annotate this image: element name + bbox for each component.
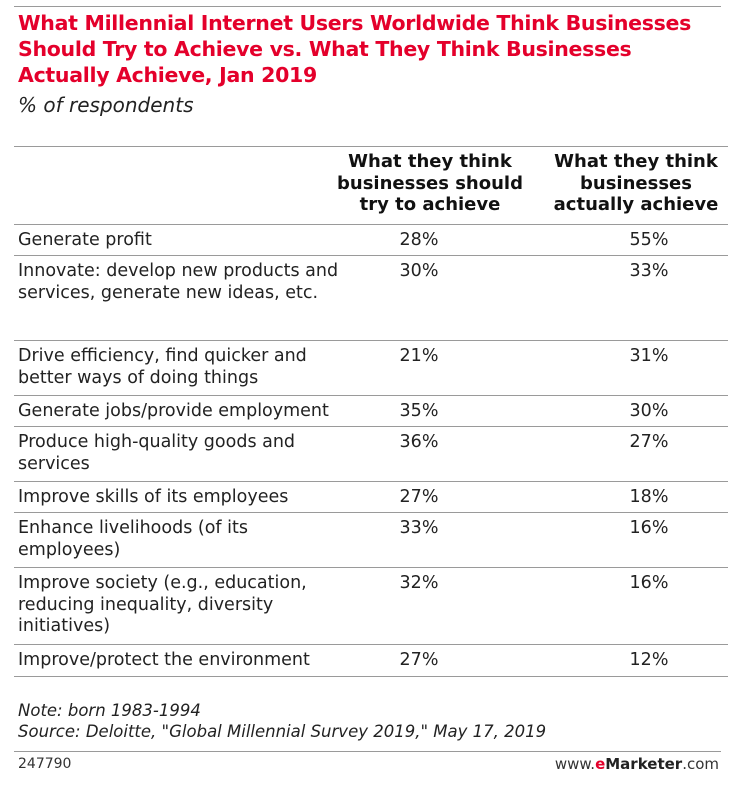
table-row: Generate jobs/provide employment 35% 30% xyxy=(14,396,728,427)
row-label: Produce high-quality goods and services xyxy=(18,432,296,474)
row-label: Drive efficiency, find quicker and bette… xyxy=(18,346,307,388)
logo-prefix: www. xyxy=(554,755,596,773)
row-label: Innovate: develop new products and servi… xyxy=(18,261,339,303)
row-label: Improve skills of its employees xyxy=(18,487,289,507)
table-row: Improve society (e.g., education, reduci… xyxy=(14,568,728,645)
footnote: Note: born 1983-1994 Source: Deloitte, "… xyxy=(18,700,546,742)
value-should-achieve: 21% xyxy=(399,346,439,366)
value-actually-achieve: 31% xyxy=(629,346,669,366)
value-actually-achieve: 33% xyxy=(629,261,669,281)
value-actually-achieve: 16% xyxy=(629,573,669,593)
value-should-achieve: 33% xyxy=(399,518,439,538)
row-label: Generate jobs/provide employment xyxy=(18,401,329,421)
table-row: Drive efficiency, find quicker and bette… xyxy=(14,341,728,396)
column-header-actually-achieve: What they think businesses actually achi… xyxy=(553,151,719,215)
chart-title: What Millennial Internet Users Worldwide… xyxy=(18,11,692,87)
value-should-achieve: 27% xyxy=(399,487,439,507)
table-row: Generate profit 28% 55% xyxy=(14,225,728,256)
value-actually-achieve: 30% xyxy=(629,401,669,421)
value-actually-achieve: 18% xyxy=(629,487,669,507)
row-label: Enhance livelihoods (of its employees) xyxy=(18,518,248,560)
value-should-achieve: 32% xyxy=(399,573,439,593)
note-text: Note: born 1983-1994 xyxy=(18,701,201,720)
value-should-achieve: 36% xyxy=(399,432,439,452)
table-header: What they think businesses should try to… xyxy=(14,147,728,225)
row-label: Improve/protect the environment xyxy=(18,650,310,670)
table-row: Innovate: develop new products and servi… xyxy=(14,256,728,341)
table-row: Improve skills of its employees 27% 18% xyxy=(14,482,728,513)
value-should-achieve: 27% xyxy=(399,650,439,670)
table-row: Enhance livelihoods (of its employees) 33… xyxy=(14,513,728,568)
value-actually-achieve: 12% xyxy=(629,650,669,670)
row-label: Generate profit xyxy=(18,230,152,250)
source-text: Source: Deloitte, "Global Millennial Sur… xyxy=(18,722,547,741)
top-rule xyxy=(14,6,721,7)
chart-subtitle: % of respondents xyxy=(18,93,194,117)
table-body: Generate profit 28% 55% Innovate: develop n… xyxy=(14,225,728,677)
table-row: Produce high-quality goods and services 3… xyxy=(14,427,728,482)
value-should-achieve: 35% xyxy=(399,401,439,421)
bottom-rule xyxy=(14,751,721,752)
emarketer-logo: www.eMarketer.com xyxy=(555,755,719,773)
value-actually-achieve: 27% xyxy=(629,432,669,452)
column-header-should-achieve: What they think businesses should try to… xyxy=(337,151,523,215)
logo-suffix: .com xyxy=(682,755,719,773)
value-actually-achieve: 16% xyxy=(629,518,669,538)
value-should-achieve: 30% xyxy=(399,261,439,281)
value-actually-achieve: 55% xyxy=(629,230,669,250)
row-label: Improve society (e.g., education, reduci… xyxy=(18,573,307,636)
chart-id: 247790 xyxy=(18,756,72,772)
value-should-achieve: 28% xyxy=(399,230,439,250)
logo-emphasis: e xyxy=(595,755,606,773)
logo-name: Marketer xyxy=(605,755,683,773)
table-row: Improve/protect the environment 27% 12% xyxy=(14,645,728,677)
data-table: What they think businesses should try to… xyxy=(14,146,728,677)
